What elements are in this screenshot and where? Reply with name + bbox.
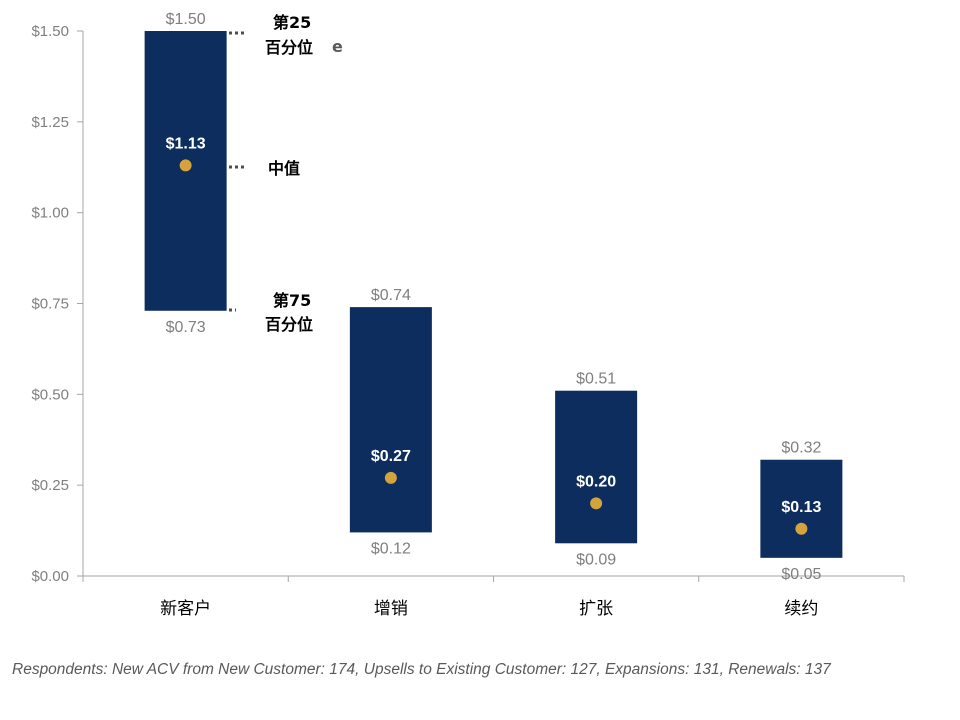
y-tick-label: $1.50 — [31, 23, 69, 40]
median-value-label: $0.27 — [371, 448, 411, 465]
high-value-label: $0.32 — [781, 440, 821, 457]
median-dot — [179, 159, 192, 172]
median-dot — [384, 471, 397, 484]
range-boxes: $1.50 $0.73 $1.13 $0.74 $0.12 $0.27 $0.51 $0.09… — [144, 11, 843, 583]
y-tick-label: $1.00 — [31, 205, 69, 222]
y-tick-label: $1.25 — [31, 114, 69, 131]
range-bar — [349, 307, 432, 533]
median-value-label: $0.13 — [781, 499, 821, 516]
low-value-label: $0.05 — [781, 566, 821, 583]
x-category-label: 新客户 — [160, 599, 211, 619]
high-value-label: $1.50 — [166, 11, 206, 28]
high-value-label: $0.51 — [576, 371, 616, 388]
median-dot — [590, 497, 603, 510]
p25-label-line1: 第25 — [273, 13, 311, 32]
respondents-footnote: Respondents: New ACV from New Customer: … — [12, 661, 831, 678]
x-axis: 新客户 增销 扩张 续约 — [82, 575, 905, 619]
range-bar — [760, 459, 843, 558]
p75-label-line2: 百分位 — [265, 315, 313, 334]
x-category-label: 扩张 — [579, 599, 613, 619]
y-axis: $0.00 $0.25 $0.50 $0.75 $1.00 $1.25 $1.50 — [31, 23, 84, 585]
median-dot — [795, 522, 808, 535]
low-value-label: $0.09 — [576, 551, 616, 568]
low-value-label: $0.73 — [166, 319, 206, 336]
median-label: 中值 — [268, 159, 300, 178]
x-category-label: 增销 — [374, 599, 408, 619]
range-bar — [555, 390, 638, 544]
range-box-group: $0.74 $0.12 $0.27 — [349, 287, 432, 557]
y-tick-label: $0.50 — [31, 386, 69, 403]
p25-label-suffix: e — [332, 37, 343, 56]
high-value-label: $0.74 — [371, 287, 411, 304]
x-category-label: 续约 — [784, 599, 818, 619]
percentile-annotations: 第25 百分位 e 中值 第75 百分位 — [229, 13, 343, 334]
low-value-label: $0.12 — [371, 540, 411, 557]
median-value-label: $1.13 — [166, 135, 206, 152]
box-range-chart: $0.00 $0.25 $0.50 $0.75 $1.00 $1.25 $1.50 新客户 增… — [31, 11, 905, 619]
median-value-label: $0.20 — [576, 473, 616, 490]
range-box-group: $1.50 $0.73 $1.13 — [144, 11, 227, 336]
p75-label-line1: 第75 — [273, 291, 311, 310]
p25-label-line2: 百分位 — [265, 38, 313, 57]
y-tick-label: $0.75 — [31, 296, 69, 313]
y-tick-label: $0.25 — [31, 477, 69, 494]
y-tick-label: $0.00 — [31, 568, 69, 585]
range-box-group: $0.32 $0.05 $0.13 — [760, 440, 843, 583]
range-box-group: $0.51 $0.09 $0.20 — [555, 371, 638, 568]
